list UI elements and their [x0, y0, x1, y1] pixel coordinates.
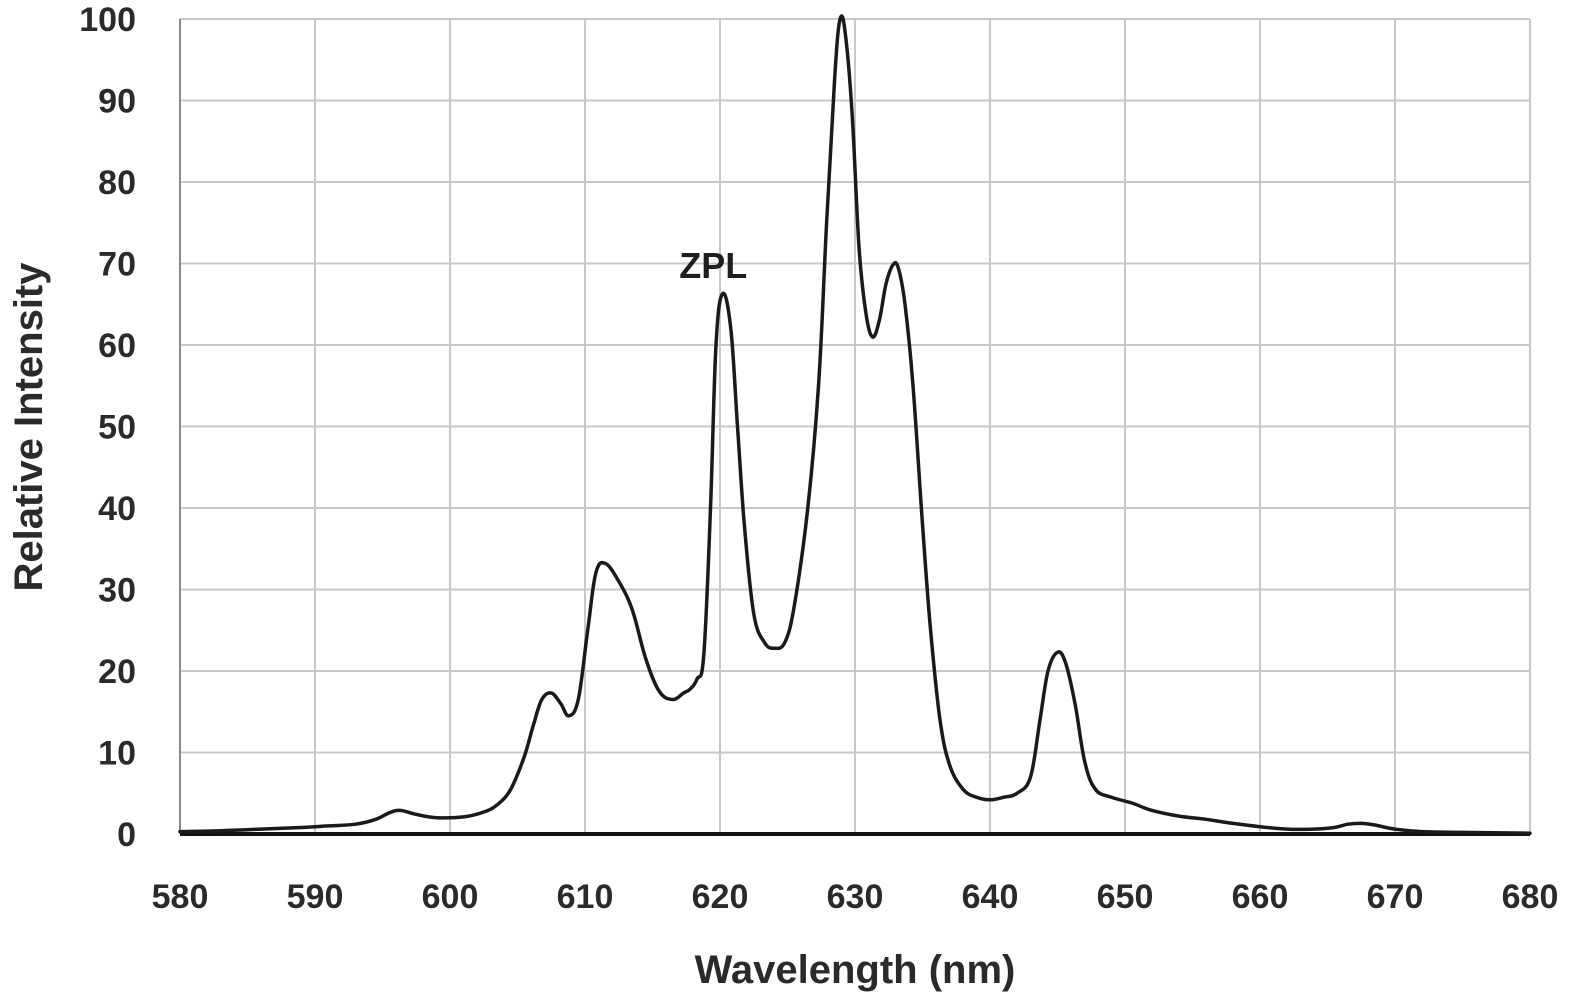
y-tick-label: 20	[98, 653, 136, 691]
x-tick-label: 650	[1097, 878, 1154, 916]
annotation-label: ZPL	[679, 245, 747, 286]
annotations: ZPL	[679, 245, 747, 286]
x-tick-label: 590	[287, 878, 344, 916]
x-axis-title: Wavelength (nm)	[695, 948, 1016, 992]
axes	[179, 19, 1530, 836]
y-tick-label: 50	[98, 409, 136, 447]
x-tick-label: 630	[827, 878, 884, 916]
y-tick-label: 80	[98, 164, 136, 202]
y-tick-label: 0	[117, 816, 136, 854]
y-tick-label: 40	[98, 490, 136, 528]
x-tick-label: 620	[692, 878, 749, 916]
y-axis-title: Relative Intensity	[7, 262, 51, 592]
series-line-0	[178, 14, 1532, 835]
x-tick-label: 670	[1367, 878, 1424, 916]
y-tick-label: 30	[98, 572, 136, 610]
x-tick-label: 680	[1502, 878, 1559, 916]
y-tick-label: 100	[79, 1, 136, 39]
x-tick-label: 580	[152, 878, 209, 916]
x-tick-label: 600	[422, 878, 479, 916]
y-tick-label: 70	[98, 246, 136, 284]
x-tick-label: 660	[1232, 878, 1289, 916]
x-tick-label: 640	[962, 878, 1019, 916]
y-tick-label: 10	[98, 735, 136, 773]
tick-labels: 580 590 600 610 620 630 640 650 660 670 680 0 10 20 30…	[79, 1, 1558, 916]
x-tick-label: 610	[557, 878, 614, 916]
y-tick-label: 90	[98, 83, 136, 121]
y-tick-label: 60	[98, 327, 136, 365]
series	[178, 14, 1532, 835]
